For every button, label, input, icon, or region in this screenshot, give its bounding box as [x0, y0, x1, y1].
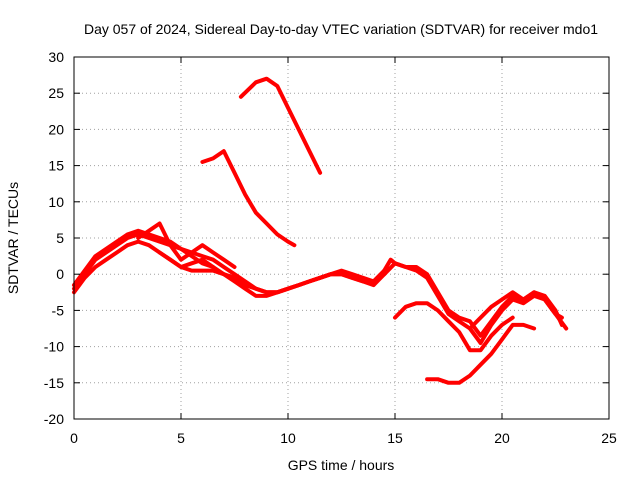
y-tick-label: 0 — [56, 266, 64, 282]
x-tick-label: 10 — [280, 430, 296, 446]
series-arc-k — [425, 322, 537, 385]
tick-layer: 0 5 10 15 20 25 -20 -15 -10 -5 0 5 10 15 20 25 30 — [44, 49, 617, 446]
x-tick-label: 25 — [601, 430, 617, 446]
y-tick-label: 15 — [48, 158, 64, 174]
x-tick-label: 5 — [177, 430, 185, 446]
chart-title: Day 057 of 2024, Sidereal Day-to-day VTE… — [84, 21, 598, 37]
series-arc-f — [200, 149, 297, 248]
series-arc-d — [136, 221, 237, 269]
x-tick-label: 15 — [387, 430, 403, 446]
grid-layer — [74, 57, 609, 419]
series-arc-g — [238, 76, 323, 175]
y-tick-label: 25 — [48, 85, 64, 101]
y-tick-label: -5 — [52, 302, 65, 318]
y-tick-label: 20 — [48, 121, 64, 137]
series-layer — [72, 76, 569, 385]
series-arc-e — [157, 250, 216, 269]
y-tick-label: 5 — [56, 230, 64, 246]
y-tick-label: -15 — [44, 375, 64, 391]
y-tick-label: 10 — [48, 194, 64, 210]
y-axis-label: SDTVAR / TECUs — [5, 182, 21, 294]
y-tick-label: -10 — [44, 339, 64, 355]
y-tick-label: 30 — [48, 49, 64, 65]
series-arc-l — [467, 290, 569, 331]
y-tick-label: -20 — [44, 411, 64, 427]
x-tick-label: 0 — [70, 430, 78, 446]
x-axis-label: GPS time / hours — [288, 457, 395, 473]
series-arc-c — [72, 239, 387, 295]
series-arc-j — [393, 301, 515, 353]
series-arc-i — [382, 261, 564, 345]
x-tick-label: 20 — [494, 430, 510, 446]
